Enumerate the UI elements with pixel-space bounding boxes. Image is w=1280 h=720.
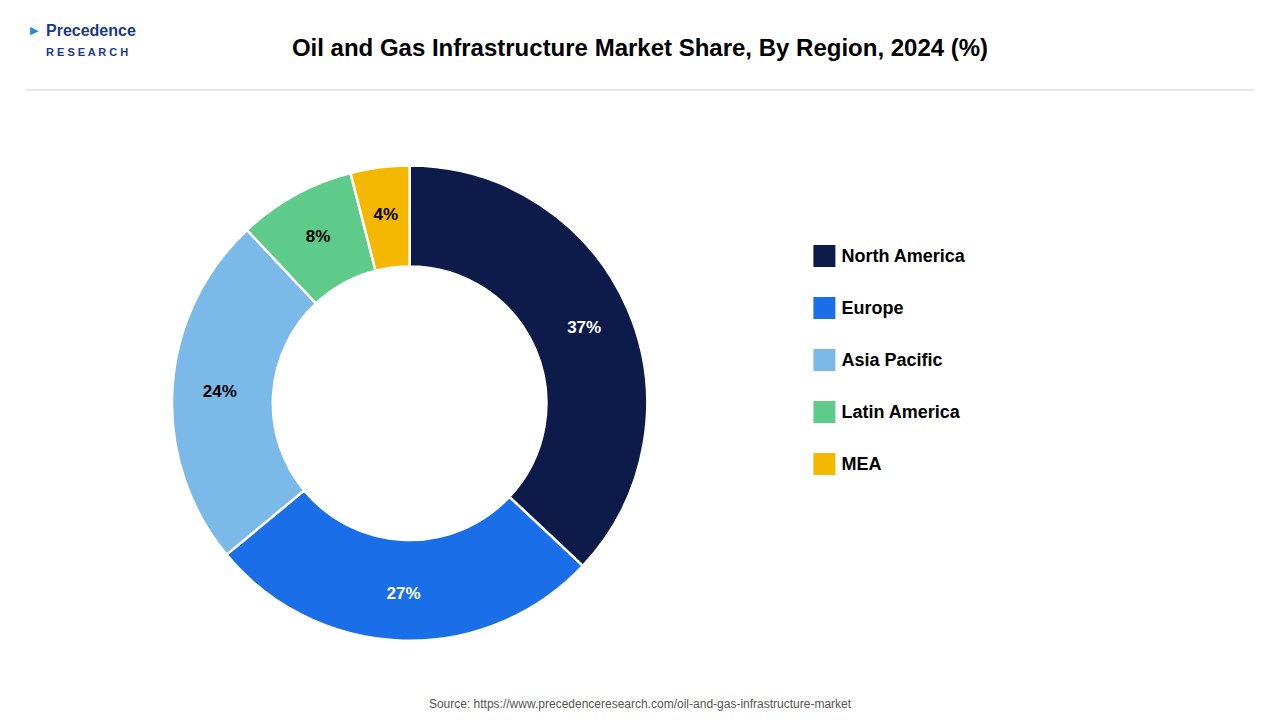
- svg-text:37%: 37%: [567, 318, 601, 337]
- svg-text:8%: 8%: [306, 227, 331, 246]
- svg-text:▶: ▶: [30, 24, 39, 36]
- svg-text:Europe: Europe: [841, 298, 903, 318]
- svg-text:North America: North America: [841, 246, 965, 266]
- svg-text:Precedence: Precedence: [46, 22, 136, 39]
- svg-text:24%: 24%: [203, 382, 237, 401]
- svg-text:MEA: MEA: [841, 454, 881, 474]
- svg-text:Source: https://www.precedence: Source: https://www.precedenceresearch.c…: [429, 697, 852, 711]
- svg-text:Oil and Gas Infrastructure Mar: Oil and Gas Infrastructure Market Share,…: [292, 34, 988, 61]
- svg-text:Asia Pacific: Asia Pacific: [841, 350, 942, 370]
- svg-text:R E S E A R C H: R E S E A R C H: [46, 46, 128, 58]
- svg-text:27%: 27%: [387, 584, 421, 603]
- svg-text:4%: 4%: [373, 205, 398, 224]
- svg-text:Latin America: Latin America: [841, 402, 960, 422]
